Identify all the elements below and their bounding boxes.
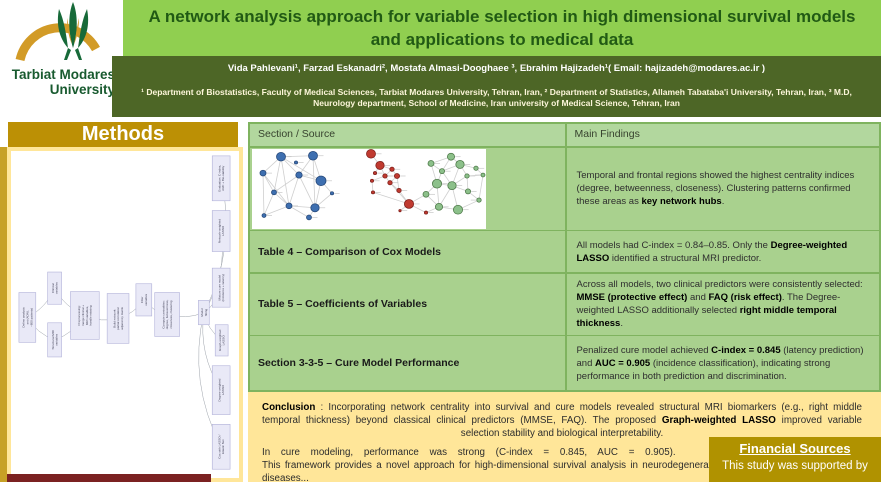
svg-text:Structural MRIvariables: Structural MRIvariables: [51, 330, 59, 349]
svg-text:Evaluation: C-index,AUC + Bio-: Evaluation: C-index,AUC + Bio-stability: [217, 165, 225, 192]
logo-wheat-right: [78, 9, 89, 48]
financial-sources-body: This study was supported by: [722, 460, 868, 472]
table-row-findings: Across all models, two clinical predicto…: [566, 273, 879, 335]
table-row-findings: Temporal and frontal regions showed the …: [566, 147, 879, 230]
svg-text:Graph-weightedLASSO: Graph-weightedLASSO: [218, 329, 226, 351]
network-figure-svg: [252, 148, 486, 229]
methods-panel: Define analysisset (ADNI,~800 patients) C…: [7, 147, 243, 482]
network-figure: [252, 148, 486, 229]
findings-text: Temporal and frontal regions showed the …: [576, 170, 855, 207]
svg-text:Compute centralities:degree, b: Compute centralities:degree, betweenness…: [161, 300, 173, 330]
methods-flowchart: Define analysisset (ADNI,~800 patients) C…: [18, 155, 231, 470]
table-row-findings: Penalized cure model achieved C-index = …: [566, 336, 879, 390]
methods-heading: Methods: [8, 122, 238, 147]
table-row-section: Section 3-3-5 – Cure Model Performance: [250, 336, 565, 390]
logo-text-line1: Tarbiat Modares: [12, 67, 115, 82]
svg-text:Clinicalvariables: Clinicalvariables: [51, 282, 59, 295]
poster-title: A network analysis approach for variable…: [123, 0, 881, 56]
conclusion-paragraph-2: In cure modeling, performance was strong…: [262, 447, 724, 482]
svg-text:Degree-weightedLASSO: Degree-weightedLASSO: [217, 378, 225, 401]
svg-text:Mixture cure model(incidence +: Mixture cure model(incidence + latency): [217, 274, 225, 302]
university-logo-graphic: Tarbiat Modares University: [12, 2, 116, 97]
affiliation-line-2: Neurology department, School of Medicine…: [313, 98, 680, 108]
methods-panel-left-strip: [0, 147, 7, 482]
logo-gold-sliver-right: [74, 18, 79, 44]
logo-gold-arc: [15, 23, 100, 62]
findings-text: All models had C-index = 0.84–0.85. Only…: [576, 239, 848, 264]
authors-band: Vida Pahlevani¹, Farzad Eskanadri², Most…: [112, 56, 881, 117]
table-row-figure-cell: [250, 147, 565, 230]
table-row-section: Table 4 – Comparison of Cox Models: [250, 231, 565, 272]
table-header-section: Section / Source: [250, 124, 565, 146]
logo-stem-right: [75, 48, 82, 60]
svg-text:Preprocessing:merge clinical +: Preprocessing:merge clinical +MRI variab…: [77, 305, 93, 326]
university-logo: Tarbiat Modares University: [0, 0, 123, 117]
svg-text:Cox with LASSO /Elastic Net: Cox with LASSO /Elastic Net: [217, 435, 225, 459]
logo-wheat-center: [69, 2, 77, 48]
svg-text:Modelfitting: Modelfitting: [200, 308, 208, 317]
financial-sources-box: Financial Sources This study was support…: [709, 437, 881, 482]
authors-line: Vida Pahlevani¹, Farzad Eskanadri², Most…: [227, 63, 766, 74]
findings-text: Penalized cure model achieved C-index = …: [576, 344, 864, 382]
methods-panel-bottom-bar: [7, 474, 211, 482]
results-table: Section / Source Main Findings Temporal …: [248, 122, 881, 392]
logo-wheat-left: [57, 9, 68, 48]
logo-stem-left: [64, 48, 71, 60]
svg-text:Filtervariables: Filtervariables: [140, 293, 148, 306]
svg-text:Network-weightedLASSO: Network-weightedLASSO: [217, 219, 225, 243]
affiliation-line-1: ¹ Department of Biostatistics, Faculty o…: [141, 87, 852, 97]
findings-text: Across all models, two clinical predicto…: [576, 279, 863, 329]
financial-sources-heading: Financial Sources: [739, 441, 851, 456]
svg-text:Build network:partial correlat: Build network:partial correlationadjacen…: [112, 307, 124, 330]
table-row-findings: All models had C-index = 0.84–0.85. Only…: [566, 231, 879, 272]
logo-gold-sliver-left: [67, 18, 72, 44]
table-row-section: Table 5 – Coefficients of Variables: [250, 273, 565, 335]
table-header-findings: Main Findings: [566, 124, 879, 146]
logo-text-line2: University: [50, 82, 116, 97]
svg-text:Define analysisset (ADNI,~800: Define analysisset (ADNI,~800 patients): [22, 307, 34, 328]
conclusion-paragraph-1: Conclusion : Incorporating network centr…: [262, 402, 863, 439]
